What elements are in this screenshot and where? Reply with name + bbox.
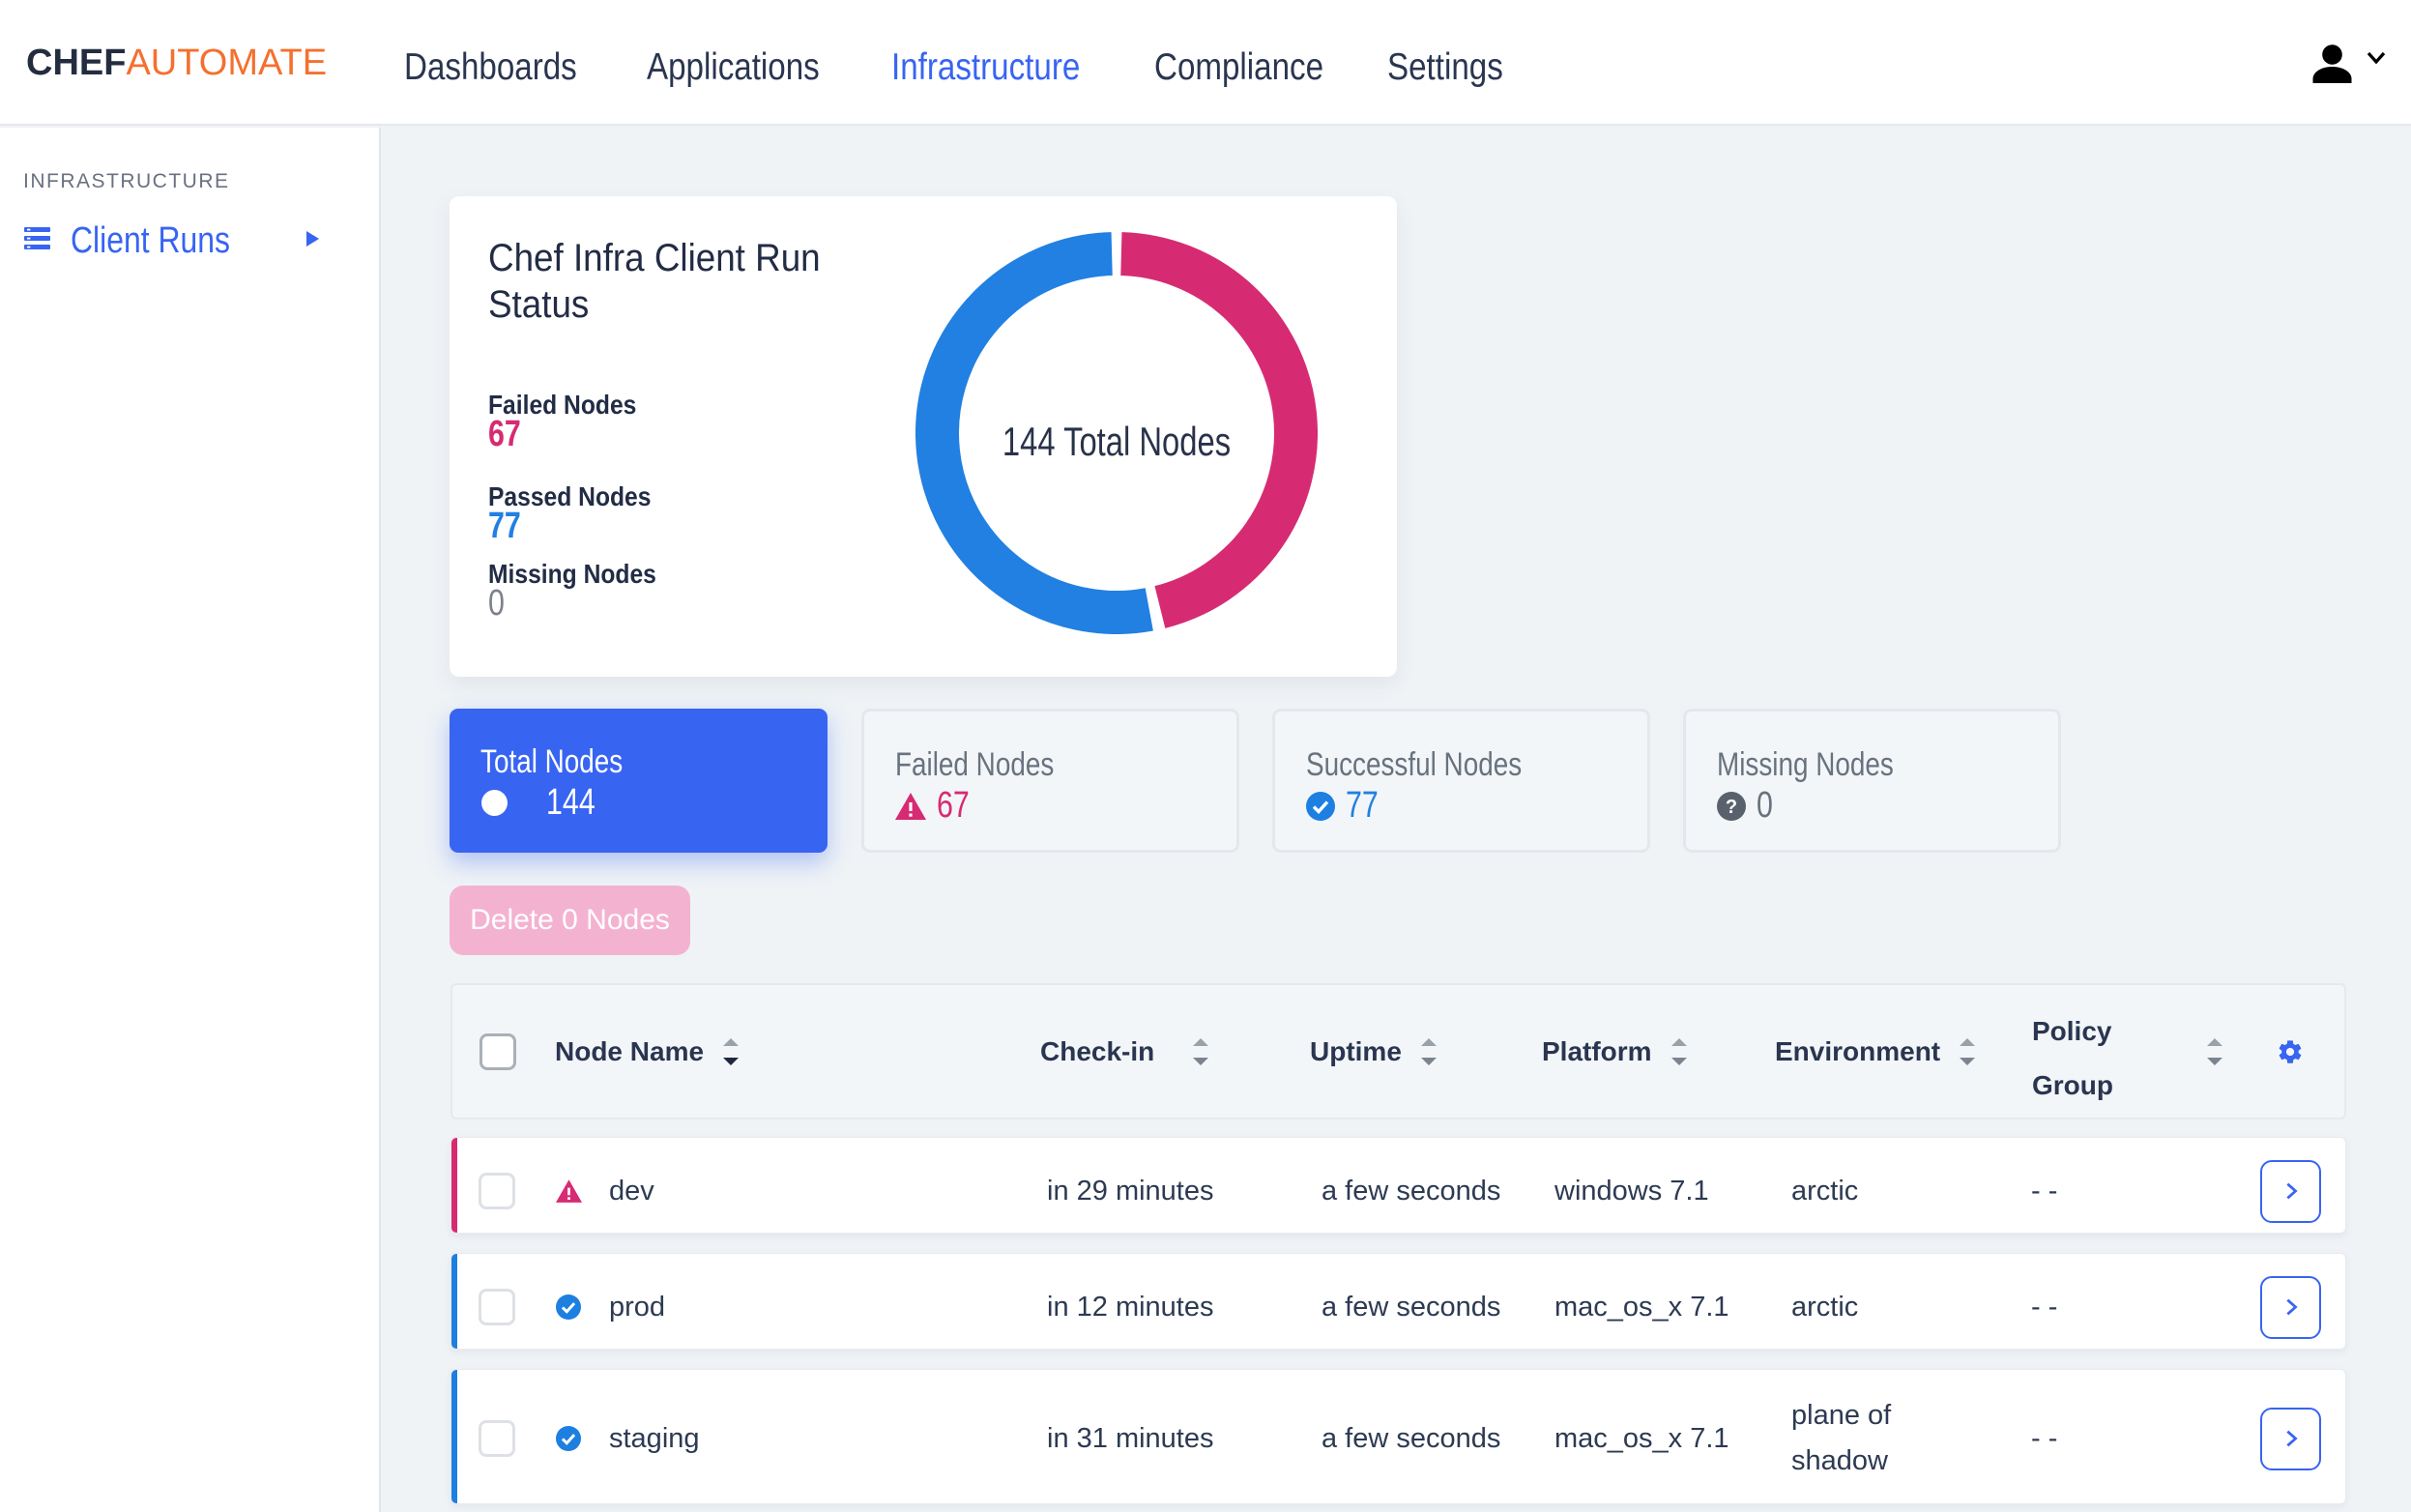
svg-text:?: ?	[1726, 797, 1737, 818]
